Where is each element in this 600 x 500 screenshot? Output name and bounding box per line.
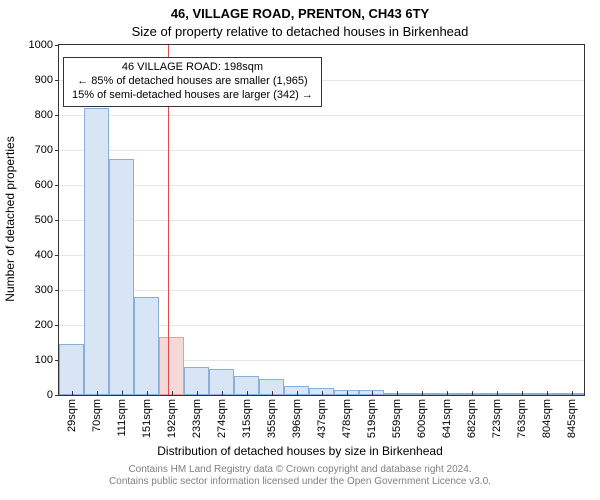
x-axis-label: Distribution of detached houses by size … [0,444,600,458]
x-tick: 396sqm [291,395,303,438]
footer-attribution: Contains HM Land Registry data © Crown c… [0,464,600,488]
x-tick: 315sqm [241,395,253,438]
x-tick: 192sqm [166,395,178,438]
annotation-line: ← 85% of detached houses are smaller (1,… [72,75,313,89]
gridline [59,220,584,221]
x-tick: 274sqm [216,395,228,438]
y-tick: 100 [35,354,59,366]
gridline [59,290,584,291]
page-title: 46, VILLAGE ROAD, PRENTON, CH43 6TY [0,6,600,21]
footer-line-1: Contains HM Land Registry data © Crown c… [0,464,600,476]
x-tick: 151sqm [141,395,153,438]
x-tick: 804sqm [541,395,553,438]
x-tick: 723sqm [491,395,503,438]
footer-line-2: Contains public sector information licen… [0,476,600,488]
bar [134,297,159,395]
y-tick: 400 [35,249,59,261]
x-tick: 478sqm [341,395,353,438]
y-tick: 300 [35,284,59,296]
bar [109,159,134,395]
bar [59,344,84,395]
y-tick: 500 [35,214,59,226]
x-tick: 70sqm [91,395,103,432]
annotation-line: 15% of semi-detached houses are larger (… [72,89,313,103]
x-tick: 29sqm [66,395,78,432]
gridline [59,150,584,151]
y-tick: 600 [35,179,59,191]
x-tick: 682sqm [466,395,478,438]
y-tick: 0 [47,389,59,401]
x-tick: 641sqm [441,395,453,438]
gridline [59,255,584,256]
x-tick: 233sqm [191,395,203,438]
x-tick: 845sqm [566,395,578,438]
chart-container: 46, VILLAGE ROAD, PRENTON, CH43 6TY Size… [0,0,600,500]
bar [159,337,184,395]
y-tick: 800 [35,109,59,121]
x-tick: 519sqm [366,395,378,438]
annotation-line: 46 VILLAGE ROAD: 198sqm [72,61,313,75]
page-subtitle: Size of property relative to detached ho… [0,24,600,39]
plot-area: 0100200300400500600700800900100029sqm70s… [58,44,585,396]
x-tick: 600sqm [416,395,428,438]
x-tick: 763sqm [516,395,528,438]
x-tick: 437sqm [316,395,328,438]
y-tick: 1000 [29,39,59,51]
x-tick: 355sqm [266,395,278,438]
gridline [59,115,584,116]
x-tick: 111sqm [116,395,128,437]
bar [84,108,109,395]
gridline [59,185,584,186]
y-tick: 900 [35,74,59,86]
y-tick: 700 [35,144,59,156]
y-tick: 200 [35,319,59,331]
annotation-box: 46 VILLAGE ROAD: 198sqm← 85% of detached… [63,57,322,106]
x-tick: 559sqm [391,395,403,438]
y-axis-label: Number of detached properties [3,136,17,301]
